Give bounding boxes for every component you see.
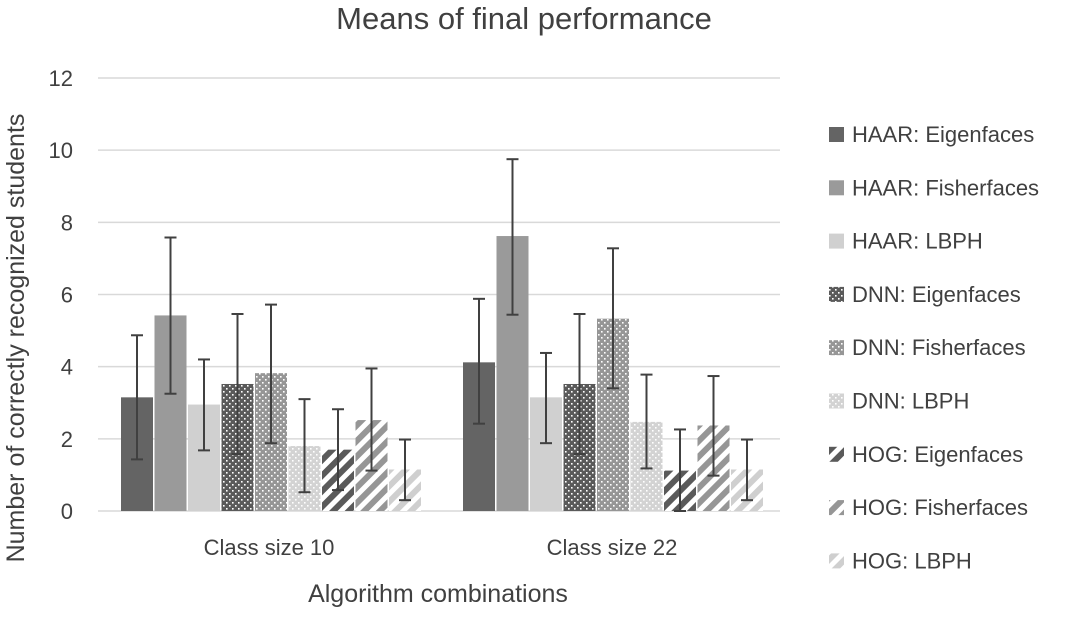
y-tick-label: 2 [61,427,73,452]
y-tick-label: 0 [61,499,73,524]
legend-swatch [829,180,844,196]
y-tick-label: 4 [61,355,73,380]
error-bar [607,247,619,390]
x-category-label: Class size 10 [204,535,335,560]
legend-swatch [829,446,844,462]
legend-item: DNN: Eigenfaces [829,282,1021,307]
legend-item: HAAR: LBPH [829,229,983,254]
legend-label: DNN: Eigenfaces [852,282,1021,307]
chart-title: Means of final performance [336,1,712,36]
error-bar [540,351,552,445]
error-bar [231,312,244,455]
error-bar [399,438,411,502]
error-bar [707,375,720,477]
x-category-label: Class size 22 [547,535,678,560]
error-bar [473,297,485,425]
x-axis-categories: Class size 10 Class size 22 [204,535,678,560]
legend-swatch [829,127,844,142]
legend-item: HAAR: Eigenfaces [829,122,1034,147]
legend-item: DNN: Fisherfaces [829,335,1026,360]
error-bar [573,312,586,455]
legend: HAAR: Eigenfaces HAAR: Fisherfaces HAAR: L… [829,122,1039,573]
error-bar [741,438,753,502]
error-bar [506,158,519,316]
y-axis-title: Number of correctly recognized students [2,114,30,563]
error-bar [332,408,344,492]
legend-item: HOG: Eigenfaces [829,442,1023,467]
legend-item: HAAR: Fisherfaces [829,175,1039,200]
legend-label: HOG: Eigenfaces [852,442,1023,467]
legend-swatch [829,286,844,302]
legend-label: HOG: LBPH [852,548,972,573]
legend-label: HAAR: Eigenfaces [852,122,1034,147]
y-tick-label: 8 [61,210,73,235]
error-bar [365,367,378,472]
legend-label: DNN: LBPH [852,389,969,414]
error-bar [265,303,277,445]
error-bar [164,236,177,395]
x-axis-title: Algorithm combinations [308,580,568,608]
legend-label: HAAR: LBPH [852,229,983,254]
error-bar [674,428,686,512]
legend-item: HOG: LBPH [829,548,972,573]
error-bars [131,158,753,512]
bars [121,236,763,512]
legend-swatch [829,500,844,516]
legend-label: HAAR: Fisherfaces [852,175,1039,200]
error-bar [131,334,143,461]
y-tick-label: 12 [49,66,73,91]
legend-swatch [829,233,844,249]
error-bar [198,358,210,452]
legend-item: HOG: Fisherfaces [829,495,1028,520]
legend-swatch [829,553,844,569]
y-tick-label: 6 [61,283,73,308]
legend-item: DNN: LBPH [829,389,969,414]
legend-label: DNN: Fisherfaces [852,335,1026,360]
legend-swatch [829,340,844,356]
y-axis-ticks: 0 2 4 6 8 10 12 [49,66,73,524]
legend-swatch [829,393,844,409]
error-bar [640,373,653,470]
error-bar [298,398,311,494]
legend-label: HOG: Fisherfaces [852,495,1028,520]
y-tick-label: 10 [49,138,73,163]
